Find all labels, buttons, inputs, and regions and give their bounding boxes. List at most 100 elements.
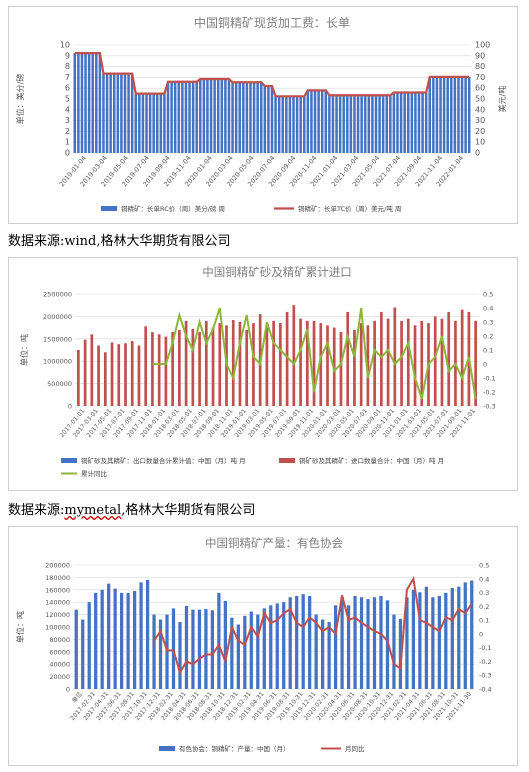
rc-bar — [338, 95, 342, 153]
right-tick-label: -0.2 — [479, 658, 492, 666]
rc-bar — [428, 76, 432, 153]
import-bar — [285, 311, 289, 406]
rc-bar — [170, 81, 173, 153]
rc-bar — [145, 93, 148, 153]
right-tick-label: 0.3 — [483, 319, 493, 327]
source-prefix-2: 数据来源: — [8, 503, 65, 518]
right-tick-label: -0.4 — [479, 686, 492, 694]
rc-bar — [410, 92, 414, 153]
rc-bar — [435, 76, 439, 153]
rc-bar — [252, 82, 256, 153]
rc-bar — [353, 95, 356, 153]
rc-bar — [120, 73, 123, 153]
right-tick-label: 0.4 — [479, 575, 489, 583]
rc-bar — [371, 95, 374, 153]
chart-title: 中国铜精矿现货加工费：长单 — [194, 15, 350, 30]
right-tick-label: 80 — [475, 62, 485, 71]
production-bar — [463, 582, 467, 689]
right-tick-label: -0.1 — [483, 375, 496, 383]
production-bar — [100, 589, 104, 689]
rc-bar — [417, 92, 421, 153]
right-tick-label: 0.2 — [479, 603, 489, 611]
import-bar — [252, 323, 255, 406]
left-tick-label: 1500000 — [43, 335, 72, 343]
right-tick-label: -0.2 — [483, 389, 496, 397]
production-bar — [223, 600, 227, 689]
import-bar — [413, 325, 417, 406]
production-bar — [120, 592, 124, 689]
rc-bar — [277, 96, 281, 153]
chart-import-svg: 0 500000 1000000 1500000 2000000 2500000 -0.3 -… — [19, 265, 496, 478]
chart-production-svg: 0 20000 40000 60000 80000 100000 120000 140000 1… — [15, 536, 492, 753]
rc-bar — [288, 96, 292, 153]
left-tick-label: 120000 — [45, 611, 70, 619]
import-bar — [144, 326, 148, 406]
y-axis-label-left: 单位：吨 — [19, 334, 29, 366]
production-bar — [126, 592, 130, 689]
production-bar — [314, 614, 318, 689]
production-bar — [405, 597, 409, 689]
left-tick-label: 10 — [60, 41, 70, 50]
rc-bar — [163, 93, 166, 153]
right-tick-label: 0.1 — [479, 617, 489, 625]
rc-bar — [342, 95, 345, 153]
rc-bar — [220, 79, 224, 153]
source-suffix-2: ,格林大华期货有限公司 — [121, 503, 256, 518]
rc-bar — [206, 79, 209, 153]
rc-bar — [134, 93, 138, 153]
rc-bar — [73, 53, 77, 153]
left-tick-label: 2500000 — [43, 291, 72, 299]
import-bar — [346, 311, 350, 406]
legend-label-export: 铜矿砂及其精矿：出口数量合计累计值：中国（月）吨 月 — [81, 456, 246, 465]
production-bar — [308, 596, 312, 689]
production-bar — [262, 608, 266, 689]
right-tick-label: 0 — [475, 149, 480, 158]
rc-bar — [188, 81, 191, 153]
rc-bar — [450, 76, 453, 153]
y-axis-label-left: 单位：吨 — [15, 611, 25, 643]
left-tick-label: 5 — [65, 95, 70, 104]
production-bar — [340, 597, 344, 689]
production-bar — [178, 622, 182, 689]
production-bar — [372, 597, 377, 689]
rc-bar — [317, 90, 320, 153]
rc-bar — [112, 73, 116, 153]
right-tick-label: 0 — [483, 361, 487, 369]
rc-bar — [202, 79, 206, 153]
right-tick-label: 50 — [475, 95, 485, 104]
right-tick-label: 60 — [475, 84, 485, 93]
rc-bar — [356, 95, 360, 153]
rc-bar — [227, 79, 231, 153]
rc-bar — [439, 76, 442, 153]
rc-bar — [310, 90, 313, 153]
left-tick-label: 100000 — [45, 624, 70, 632]
production-bar — [424, 586, 428, 689]
production-bar — [158, 619, 163, 689]
rc-bar — [242, 82, 245, 153]
source-link-mymetal: mymetal — [64, 503, 122, 518]
left-tick-label: 1 — [65, 138, 70, 147]
rc-bar — [138, 93, 141, 153]
rc-bar — [199, 79, 202, 153]
production-bar — [197, 609, 202, 689]
import-bar — [326, 325, 329, 406]
rc-bar — [346, 95, 349, 153]
production-bar — [94, 592, 98, 689]
left-tick-label: 0 — [68, 403, 72, 411]
rc-bar — [184, 81, 188, 153]
import-bar — [265, 327, 269, 406]
import-bar — [319, 323, 323, 406]
import-bar — [359, 323, 363, 406]
rc-bar — [148, 93, 152, 153]
rc-bar — [173, 81, 177, 153]
chart-panel-tc: 0 1 2 3 4 5 6 7 8 9 10 0 10 20 30 40 50 60 70 80 90 100 单位：美分/… — [8, 6, 518, 224]
production-bar — [470, 580, 474, 689]
right-tick-label: 40 — [475, 105, 485, 114]
production-bar — [398, 618, 403, 689]
left-tick-label: 3 — [65, 116, 70, 125]
rc-bar — [349, 95, 353, 153]
rc-bar — [159, 93, 163, 153]
rc-bar — [299, 96, 302, 153]
production-bar — [457, 586, 461, 689]
right-tick-label: 0.4 — [483, 305, 493, 313]
